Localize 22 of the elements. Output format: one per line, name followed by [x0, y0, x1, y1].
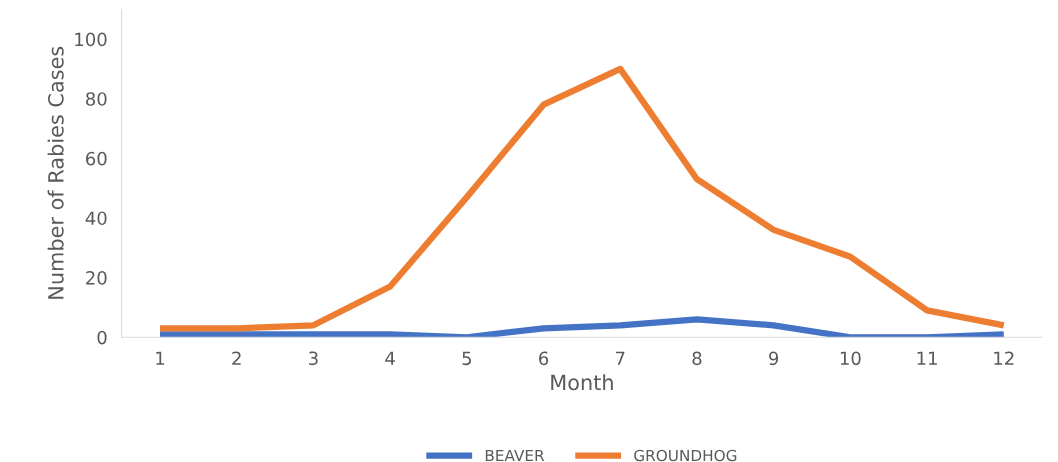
y-axis-title: Number of Rabies Cases — [47, 46, 64, 299]
x-tick-label: 2 — [232, 351, 241, 365]
y-tick-label: 100 — [75, 32, 107, 47]
legend-label: GROUNDHOG — [634, 449, 737, 462]
x-axis-title: Month — [551, 374, 613, 391]
x-tick-label: 5 — [462, 351, 472, 366]
x-tick-label: 4 — [385, 351, 395, 365]
x-tick-label: 8 — [692, 351, 702, 366]
y-tick-label: 40 — [85, 211, 107, 226]
x-tick-label: 6 — [539, 351, 549, 366]
x-tick-label: 10 — [840, 351, 861, 366]
x-tick-label: 11 — [917, 351, 937, 365]
x-tick-label: 3 — [309, 351, 318, 366]
x-tick-label: 7 — [615, 351, 625, 365]
y-tick-label: 80 — [86, 92, 107, 106]
y-tick-label: 20 — [86, 271, 107, 285]
x-tick-label: 12 — [994, 351, 1014, 365]
x-tick-label: 1 — [156, 351, 165, 365]
legend-label: BEAVER — [485, 449, 545, 462]
y-tick-label: 0 — [97, 330, 107, 345]
y-tick-label: 60 — [86, 151, 107, 166]
x-tick-label: 9 — [769, 351, 779, 366]
